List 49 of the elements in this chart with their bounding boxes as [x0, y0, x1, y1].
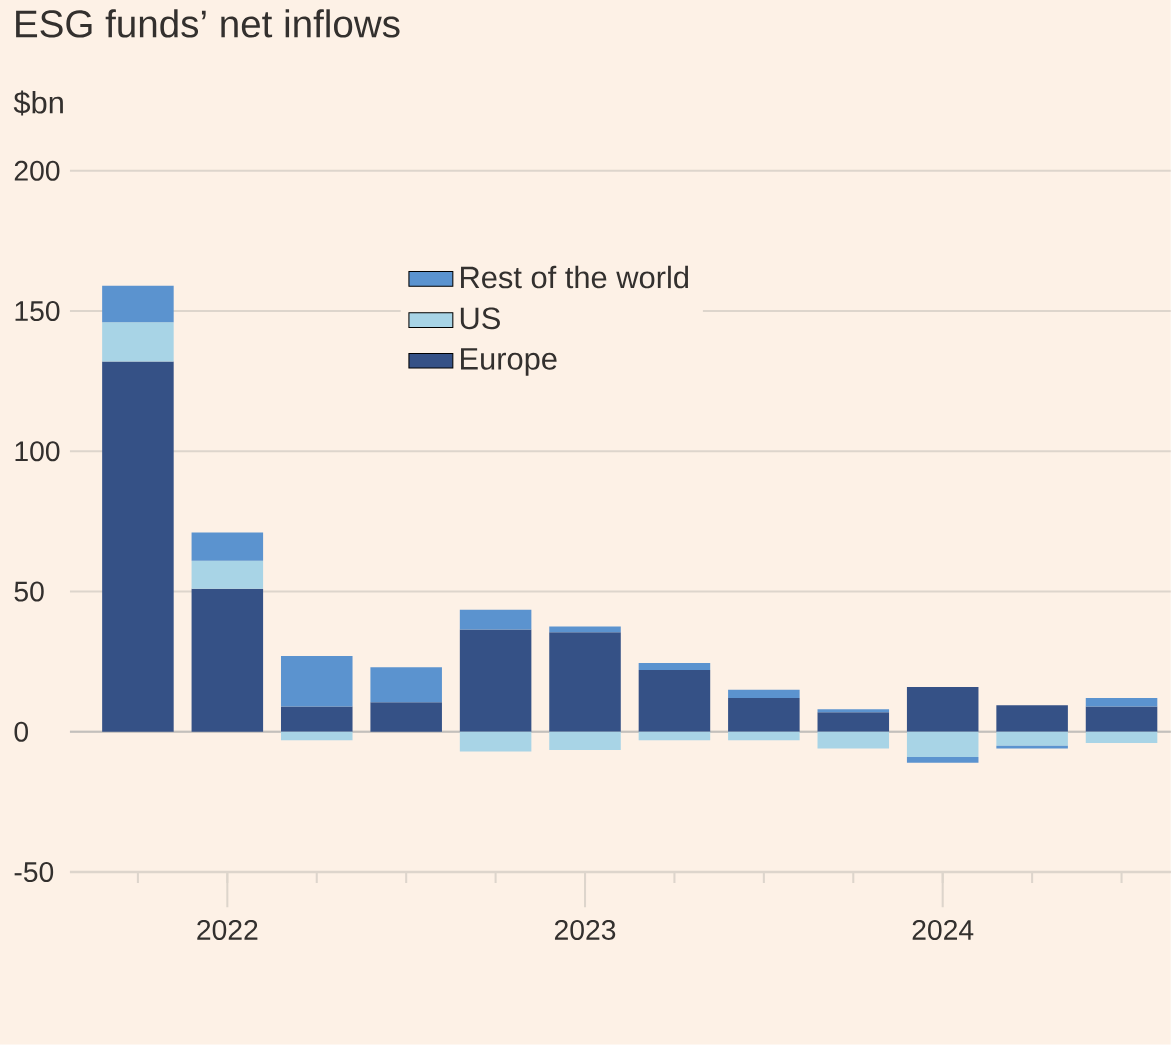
bar [728, 698, 800, 732]
bar [1085, 731, 1158, 744]
bar [459, 609, 532, 630]
bar [728, 689, 800, 699]
bar [191, 588, 264, 732]
bar [280, 731, 353, 741]
y-tick-label: 150 [15, 301, 60, 322]
bar [728, 731, 800, 741]
bar [638, 663, 711, 671]
y-tick-label: 100 [15, 441, 60, 462]
bar [191, 532, 264, 561]
bar [102, 361, 174, 732]
legend-label: Europe [461, 348, 557, 376]
bar [638, 670, 711, 732]
y-tick-label: 200 [14, 160, 60, 181]
y-tick-label: -50 [14, 862, 54, 883]
x-tick-label: 2022 [197, 920, 258, 940]
y-axis-title: $bn [13, 90, 63, 116]
bar [459, 731, 532, 752]
bar [906, 757, 979, 763]
bar [370, 667, 442, 703]
bar [996, 731, 1068, 746]
bar [996, 705, 1068, 732]
y-tick-label: 50 [14, 581, 44, 602]
bar [817, 709, 890, 713]
x-tick-label: 2023 [554, 920, 616, 940]
y-tick-label: 0 [14, 721, 28, 742]
bar [906, 686, 979, 732]
bar [370, 702, 442, 732]
bar [549, 632, 621, 732]
bar [549, 731, 621, 751]
bar [817, 731, 890, 749]
bar [191, 560, 264, 589]
bar [638, 731, 711, 741]
chart-title: ESG funds’ net inflows [16, 9, 400, 38]
bar [459, 629, 532, 732]
bar [996, 745, 1068, 749]
bar [280, 706, 353, 732]
bar [906, 731, 979, 758]
bar [102, 322, 174, 362]
x-tick-label: 2024 [912, 920, 974, 940]
legend-label: US [460, 307, 500, 330]
bar [1085, 706, 1158, 732]
bar [280, 656, 353, 707]
bar [549, 626, 621, 633]
legend-label: Rest of the world [461, 265, 688, 289]
bar [817, 712, 890, 732]
bar [102, 285, 174, 323]
bar [1085, 698, 1158, 707]
